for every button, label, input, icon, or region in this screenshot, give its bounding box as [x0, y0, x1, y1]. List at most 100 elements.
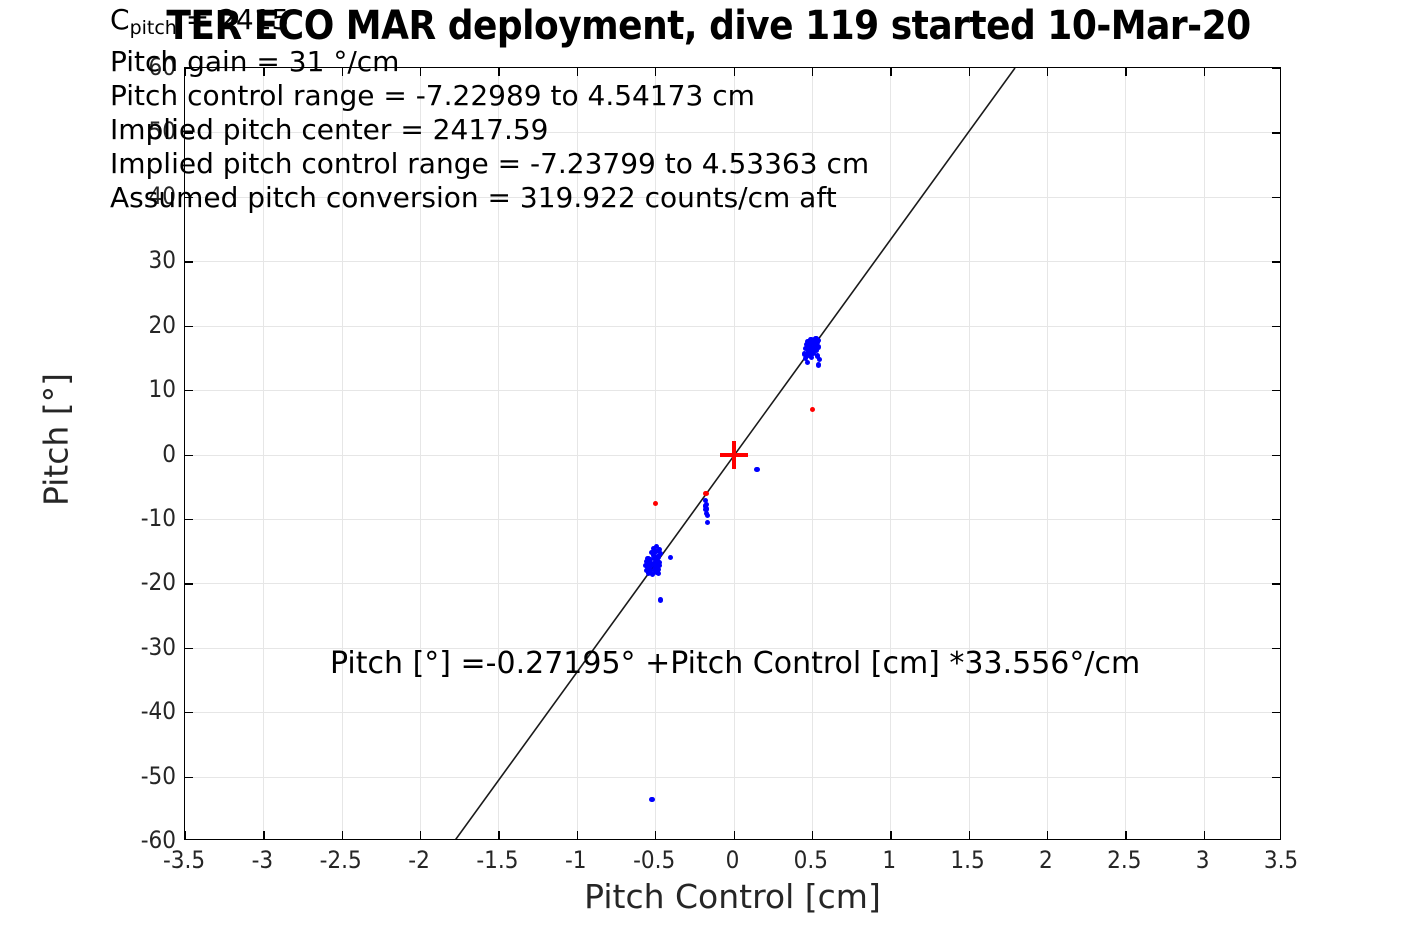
gridline-vertical: [968, 68, 970, 839]
gridline-horizontal: [185, 196, 1280, 198]
y-axis-tick: [185, 261, 193, 263]
gridline-vertical: [811, 68, 813, 839]
x-axis-tick: [890, 68, 892, 76]
data-point: [655, 554, 661, 561]
annotation-line-pitch-control-range: Pitch control range = -7.22989 to 4.5417…: [110, 79, 755, 112]
y-axis-tick: [1272, 132, 1280, 134]
y-tick-label: 0: [162, 439, 176, 468]
y-axis-tick: [1272, 68, 1280, 70]
x-axis-tick: [341, 68, 343, 76]
y-axis-tick: [185, 68, 193, 70]
y-tick-label: 10: [148, 375, 176, 404]
data-point: [802, 346, 808, 352]
data-point: [652, 500, 658, 507]
data-point: [703, 502, 710, 508]
x-axis-tick: [1046, 831, 1049, 839]
data-point: [704, 519, 711, 525]
data-point: [655, 567, 662, 573]
data-point: [657, 551, 663, 557]
x-tick-label: -0.5: [633, 846, 676, 874]
x-tick-label: 2: [1039, 846, 1053, 874]
gridline-vertical: [1203, 68, 1205, 839]
x-axis-tick: [498, 68, 500, 76]
x-axis-tick: [1125, 831, 1127, 839]
x-tick-label: -3: [251, 846, 274, 874]
gridline-horizontal: [185, 583, 1280, 585]
data-point: [754, 466, 760, 472]
x-tick-label: -2.5: [319, 846, 362, 874]
x-axis-tick: [968, 831, 970, 839]
y-axis-tick: [1272, 390, 1280, 392]
cpitch-subscript: pitch: [129, 17, 177, 39]
data-point: [816, 362, 822, 368]
gridline-vertical: [498, 68, 500, 839]
x-axis-tick: [263, 831, 265, 839]
y-axis-tick: [1272, 261, 1280, 263]
x-axis-tick: [185, 68, 187, 76]
data-point: [703, 490, 709, 496]
annotation-textbox: Cpitch = 2415 Pitch gain = 31 °/cm Pitch…: [110, 3, 869, 215]
data-point: [650, 545, 656, 552]
x-axis-tick: [655, 68, 657, 76]
fit-equation-label: Pitch [°] =-0.27195° +Pitch Control [cm]…: [330, 646, 1141, 681]
gridline-vertical: [341, 68, 343, 839]
data-point: [810, 406, 816, 412]
data-point: [653, 544, 659, 550]
annotation-line-assumed-conversion: Assumed pitch conversion = 319.922 count…: [110, 181, 837, 214]
x-tick-label: 1.5: [950, 846, 985, 874]
data-point: [805, 359, 811, 365]
y-axis-tick: [185, 776, 193, 778]
y-tick-label: -40: [140, 697, 176, 726]
data-point: [649, 796, 655, 802]
y-tick-label: -20: [140, 568, 176, 597]
data-point: [704, 506, 710, 512]
gridline-vertical: [420, 68, 422, 839]
data-point: [813, 348, 820, 354]
data-point: [815, 337, 822, 344]
y-axis-tick: [185, 583, 193, 585]
y-tick-label: 40: [148, 181, 176, 210]
x-axis-tick: [968, 68, 970, 76]
x-axis-tick: [1203, 68, 1205, 76]
y-axis-tick: [1272, 776, 1280, 778]
annotation-line-implied-range: Implied pitch control range = -7.23799 t…: [110, 147, 870, 180]
data-point: [806, 347, 812, 353]
y-axis-tick: [1272, 647, 1280, 650]
data-point: [808, 354, 814, 360]
data-point: [704, 513, 710, 519]
data-point: [804, 353, 810, 360]
annotation-line-cpitch: Cpitch = 2415: [110, 3, 869, 45]
chart-title: TER ECO MAR deployment, dive 119 started…: [166, 3, 1251, 49]
x-axis-tick: [1203, 831, 1205, 839]
x-tick-label: 1: [882, 846, 897, 874]
gridline-vertical: [576, 68, 578, 839]
gridline-horizontal: [185, 261, 1280, 263]
x-tick-label: -1.5: [476, 846, 519, 874]
x-tick-label: 0: [725, 846, 740, 874]
cpitch-value: = 2415: [176, 3, 290, 36]
x-axis-tick: [263, 68, 265, 76]
y-axis-tick: [1272, 712, 1280, 714]
x-axis-tick: [576, 831, 579, 839]
x-tick-label: 3.5: [1263, 846, 1299, 874]
y-tick-label: 60: [148, 53, 176, 81]
y-axis-tick: [1272, 196, 1280, 199]
data-point: [653, 548, 659, 554]
center-cross-marker: [719, 440, 748, 469]
data-point: [651, 552, 657, 558]
gridline-horizontal: [185, 647, 1280, 649]
x-axis-tick: [811, 68, 814, 76]
data-point: [649, 571, 655, 577]
x-axis-tick: [420, 68, 422, 76]
gridline-vertical: [890, 68, 892, 839]
x-axis-tick: [811, 831, 814, 839]
data-point: [702, 498, 708, 504]
y-tick-label: 30: [148, 246, 176, 275]
cpitch-symbol: C: [110, 3, 130, 36]
gridline-horizontal: [185, 518, 1280, 520]
x-axis-tick: [420, 831, 422, 839]
y-axis-tick: [185, 390, 193, 392]
gridline-horizontal: [185, 325, 1280, 327]
plot-area[interactable]: [184, 67, 1281, 840]
